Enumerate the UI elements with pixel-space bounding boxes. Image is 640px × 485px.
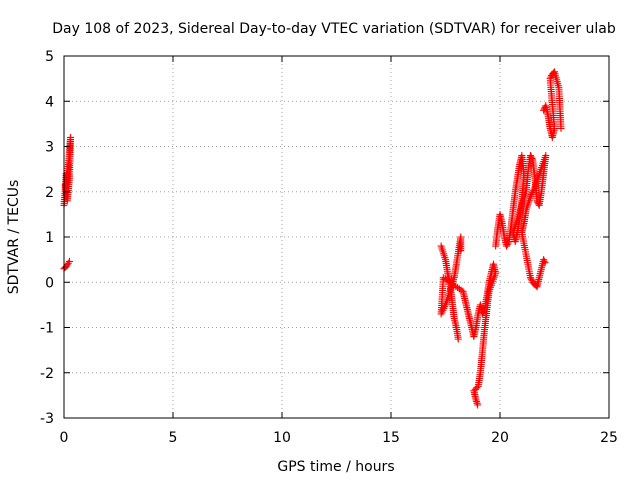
data-point — [546, 75, 554, 83]
data-point — [454, 335, 462, 343]
data-point — [65, 257, 73, 265]
data-point — [446, 279, 454, 287]
y-tick-label: -2 — [40, 366, 54, 382]
data-point — [471, 385, 479, 393]
x-tick-label: 25 — [600, 430, 618, 446]
data-point — [527, 274, 535, 282]
data-point — [441, 275, 449, 283]
data-point — [540, 256, 548, 264]
data-point — [503, 242, 511, 250]
y-tick-label: 1 — [45, 230, 54, 246]
y-tick-label: -3 — [40, 411, 54, 427]
data-point — [61, 181, 69, 189]
data-point — [527, 153, 535, 161]
x-tick-label: 10 — [273, 430, 291, 446]
x-tick-label: 15 — [382, 430, 400, 446]
data-point — [557, 124, 565, 132]
data-point — [479, 308, 487, 316]
y-tick-label: -1 — [40, 321, 54, 337]
chart-title: Day 108 of 2023, Sidereal Day-to-day VTE… — [52, 21, 616, 37]
data-point — [527, 275, 535, 283]
data-points — [60, 68, 565, 409]
data-point — [527, 152, 535, 160]
y-tick-label: 4 — [45, 94, 54, 110]
x-tick-label: 0 — [60, 430, 69, 446]
data-point — [547, 73, 555, 81]
axis-ticks — [63, 55, 610, 419]
x-axis-label: GPS time / hours — [277, 459, 394, 475]
grid — [64, 56, 609, 418]
data-point — [503, 241, 511, 249]
x-tick-labels: 0 5 10 15 20 25 — [60, 430, 618, 446]
y-tick-label: 2 — [45, 185, 54, 201]
y-tick-label: 3 — [45, 140, 54, 156]
y-tick-label: 5 — [45, 49, 54, 65]
y-tick-labels: -3 -2 -1 0 1 2 3 4 5 — [40, 49, 54, 427]
data-point — [541, 259, 549, 267]
data-point — [474, 382, 482, 390]
data-point — [474, 401, 482, 409]
x-tick-label: 20 — [491, 430, 509, 446]
y-tick-label: 0 — [45, 275, 54, 291]
data-point — [528, 155, 536, 163]
data-point — [473, 384, 481, 392]
data-point — [540, 257, 548, 265]
y-axis-label: SDTVAR / TECUs — [6, 180, 22, 295]
x-tick-label: 5 — [169, 430, 178, 446]
data-point — [504, 239, 512, 247]
